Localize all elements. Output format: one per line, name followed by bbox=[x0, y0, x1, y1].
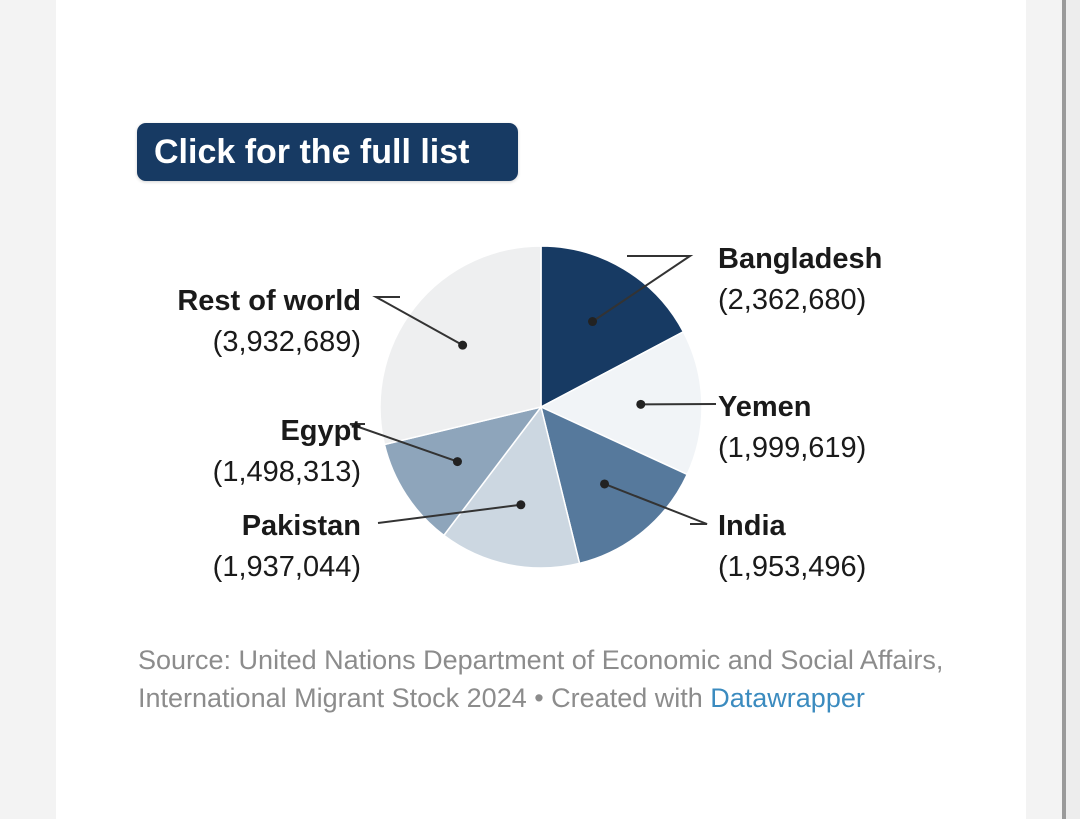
leader-line-india bbox=[604, 483, 708, 525]
slice-label-egypt: Egypt bbox=[280, 415, 361, 447]
slice-value-egypt: (1,498,313) bbox=[213, 456, 361, 488]
slice-labels: Bangladesh (2,362,680) Yemen (1,999,619) Ind… bbox=[177, 243, 882, 583]
source-note: Source: United Nations Department of Eco… bbox=[138, 641, 958, 717]
scrollbar-edge bbox=[1062, 0, 1066, 819]
pie-slices bbox=[379, 245, 703, 569]
scrollbar-track[interactable] bbox=[1062, 0, 1080, 819]
leader-line-pakistan bbox=[377, 503, 521, 524]
leader-lines bbox=[349, 255, 717, 525]
datawrapper-link[interactable]: Datawrapper bbox=[710, 683, 865, 713]
slice-label-yemen: Yemen bbox=[718, 391, 812, 423]
slice-value-yemen: (1,999,619) bbox=[718, 432, 866, 464]
leader-dot-egypt bbox=[452, 457, 462, 467]
leader-dot-rest-of-world bbox=[458, 340, 468, 350]
leader-line-rest-of-world bbox=[372, 296, 464, 347]
slice-label-pakistan: Pakistan bbox=[242, 510, 361, 542]
leader-line-bangladesh bbox=[591, 255, 694, 323]
leader-dot-pakistan bbox=[516, 500, 526, 510]
source-text: Source: United Nations Department of Eco… bbox=[138, 645, 944, 713]
slice-label-rest-of-world: Rest of world bbox=[177, 285, 361, 317]
pie-slice-bangladesh[interactable] bbox=[540, 245, 685, 409]
slice-value-pakistan: (1,937,044) bbox=[213, 551, 361, 583]
slice-value-india: (1,953,496) bbox=[718, 551, 866, 583]
full-list-button[interactable]: Click for the full list bbox=[137, 123, 518, 181]
slice-value-rest-of-world: (3,932,689) bbox=[213, 326, 361, 358]
slice-label-bangladesh: Bangladesh bbox=[718, 243, 882, 275]
leader-dot-india bbox=[600, 479, 610, 489]
leader-dot-yemen bbox=[636, 399, 646, 409]
leader-line-egypt bbox=[349, 423, 458, 463]
pie-slice-yemen[interactable] bbox=[539, 330, 703, 476]
pie-slice-egypt[interactable] bbox=[383, 405, 543, 537]
leader-dot-bangladesh bbox=[588, 317, 598, 327]
slice-label-india: India bbox=[718, 510, 787, 542]
pie-slice-pakistan[interactable] bbox=[442, 405, 581, 569]
pie-slice-india[interactable] bbox=[539, 405, 689, 565]
slice-value-bangladesh: (2,362,680) bbox=[718, 284, 866, 316]
